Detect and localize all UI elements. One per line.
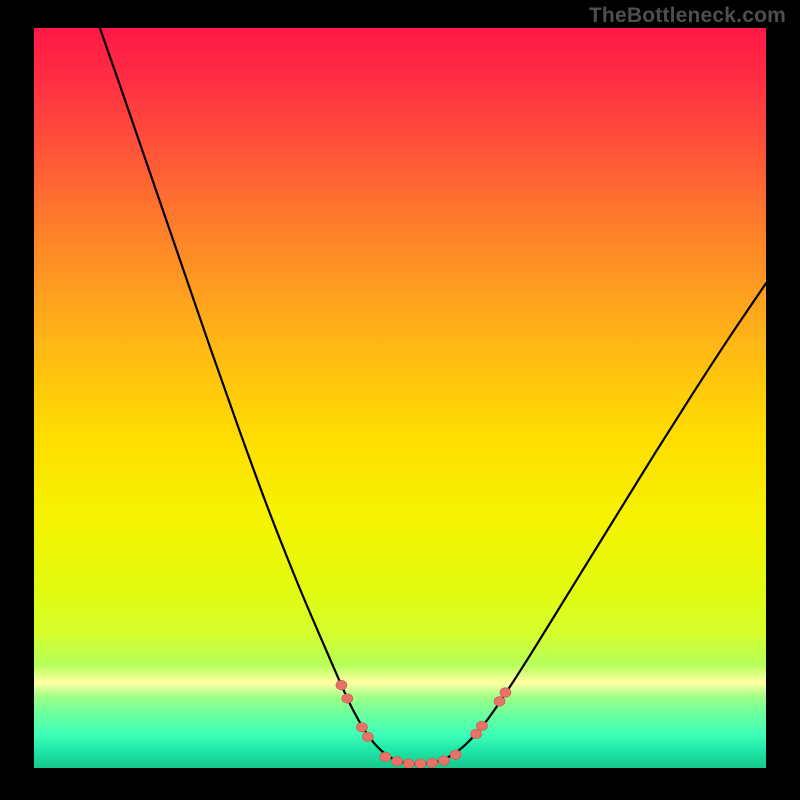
threshold-marker bbox=[500, 688, 511, 698]
threshold-marker bbox=[438, 756, 449, 766]
chart-background-gradient bbox=[34, 28, 766, 768]
threshold-marker bbox=[380, 752, 391, 762]
threshold-marker bbox=[362, 732, 373, 742]
threshold-marker bbox=[427, 758, 438, 768]
threshold-marker bbox=[450, 750, 461, 760]
threshold-marker bbox=[392, 757, 403, 767]
threshold-marker bbox=[403, 759, 414, 769]
watermark-text: TheBottleneck.com bbox=[589, 4, 786, 28]
threshold-marker bbox=[476, 721, 487, 731]
threshold-marker bbox=[356, 723, 367, 733]
threshold-marker bbox=[336, 680, 347, 690]
threshold-marker bbox=[494, 697, 505, 707]
bottleneck-chart bbox=[0, 0, 800, 800]
threshold-marker bbox=[342, 694, 353, 704]
threshold-marker bbox=[415, 759, 426, 769]
